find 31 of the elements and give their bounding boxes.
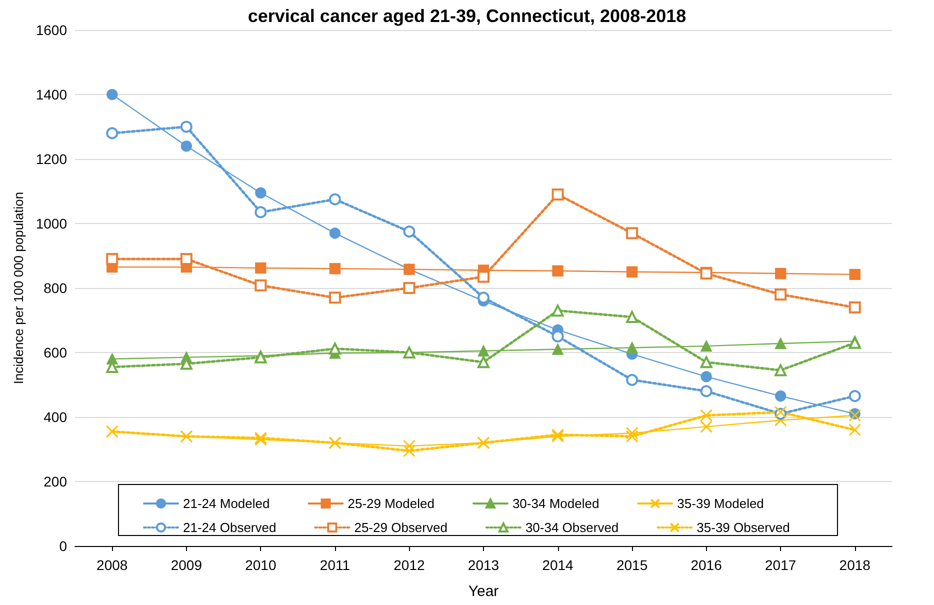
x-tick-label: 2013 (468, 557, 500, 573)
legend-label: 21-24 Observed (183, 520, 276, 535)
x-tick-label: 2014 (542, 557, 574, 573)
y-axis-title: Incidence per 100 000 population (10, 192, 26, 384)
x-tick-label: 2015 (616, 557, 648, 573)
y-tick-label: 1000 (36, 216, 68, 232)
chart-title: cervical cancer aged 21-39, Connecticut, 2008-2018 (248, 6, 686, 26)
y-tick-label: 600 (44, 344, 68, 360)
x-axis-title: Year (468, 583, 499, 600)
y-tick-label: 200 (44, 474, 68, 490)
x-tick-label: 2012 (394, 557, 426, 573)
y-tick-label: 0 (59, 538, 68, 554)
x-tick-label: 2016 (690, 557, 722, 573)
x-tick-label: 2011 (320, 557, 350, 573)
y-tick-label: 1200 (36, 151, 68, 167)
x-tick-label: 2018 (839, 557, 871, 573)
legend-label: 35-39 Observed (696, 520, 790, 535)
y-tick-label: 1600 (36, 22, 68, 38)
x-tick-label: 2017 (765, 557, 796, 573)
x-tick-label: 2010 (245, 557, 276, 573)
legend-label: 25-29 Observed (354, 520, 448, 535)
y-tick-label: 400 (44, 409, 68, 425)
x-tick-label: 2008 (96, 557, 128, 573)
y-tick-label: 800 (44, 280, 68, 296)
legend-label: 30-34 Modeled (512, 496, 600, 511)
y-tick-label: 1400 (36, 86, 68, 102)
legend-label: 30-34 Observed (525, 520, 619, 535)
legend-label: 35-39 Modeled (677, 496, 764, 511)
legend-label: 21-24 Modeled (183, 496, 270, 511)
x-tick-label: 2009 (170, 557, 202, 573)
legend-label: 25-29 Modeled (348, 496, 434, 511)
